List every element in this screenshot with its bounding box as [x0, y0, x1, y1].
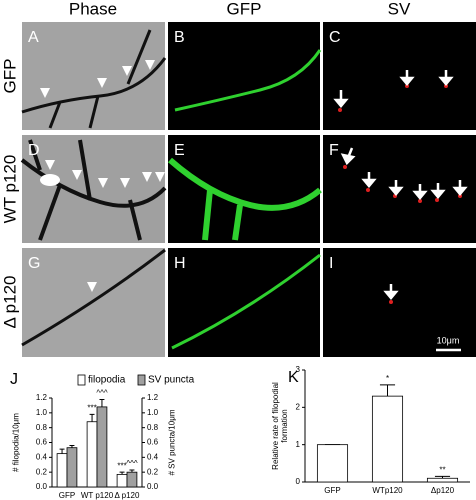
- y-tick-label: 0.6: [36, 438, 48, 447]
- bar: [116, 473, 128, 488]
- significance-label: *: [386, 374, 389, 383]
- y2-tick-label: 0.0: [147, 482, 159, 491]
- y2-tick-label: 0.8: [147, 423, 159, 432]
- y2-tick-label: 1.2: [147, 393, 159, 402]
- panel-letter: I: [329, 255, 333, 272]
- axis-label-text: # filopodia/10μm: [11, 413, 21, 472]
- y-tick-label: 1.2: [36, 393, 48, 402]
- bar: [86, 421, 98, 488]
- axis-label-text: Relative rate of filopodial formation: [271, 382, 289, 470]
- panel-letter: E: [174, 142, 185, 159]
- bar: [56, 453, 68, 488]
- error-bar: [59, 448, 65, 454]
- legend-label: SV puncta: [148, 375, 195, 386]
- legend-label: filopodia: [88, 375, 126, 386]
- y-tick-label: 0.4: [36, 452, 48, 461]
- significance-label: ***: [117, 461, 126, 470]
- y2-tick-label: 0.6: [147, 438, 159, 447]
- y-tick-label: 0.0: [36, 482, 48, 491]
- axis-label: # SV puncta/10μm: [167, 409, 177, 476]
- y2-tick-label: 1.0: [147, 408, 159, 417]
- bar: [66, 447, 78, 488]
- panel-letter: A: [28, 29, 39, 46]
- bar: [96, 406, 108, 488]
- column-header: Phase: [69, 0, 117, 18]
- error-bar: [379, 384, 396, 397]
- column-header: SV: [388, 0, 411, 18]
- axis-label: # filopodia/10μm: [11, 413, 21, 472]
- y-tick-label: 0.2: [36, 467, 48, 476]
- y-tick-label: 1: [296, 440, 301, 449]
- error-bar: [89, 413, 95, 422]
- x-tick-label: Δp120: [431, 486, 455, 495]
- axis-label-text: # SV puncta/10μm: [167, 409, 177, 476]
- row-label: WT p120: [0, 155, 19, 224]
- legend-swatch: [77, 374, 86, 386]
- y2-tick-label: 0.4: [147, 452, 159, 461]
- significance-label: ^^^: [126, 459, 138, 468]
- bar: [371, 395, 404, 483]
- panel-letter: C: [329, 29, 341, 46]
- y-tick-label: 3: [296, 365, 301, 374]
- panel-letter: H: [174, 255, 186, 272]
- x-tick-label: GFP: [324, 486, 340, 495]
- sv-images: 10μm: [323, 22, 476, 357]
- column-header: GFP: [227, 0, 262, 18]
- x-tick-label: GFP: [59, 491, 75, 500]
- x-tick-label: WTp120: [372, 486, 403, 495]
- significance-label: ^^^: [96, 389, 108, 398]
- significance-label: **: [439, 466, 445, 475]
- panel-letter: D: [28, 142, 40, 159]
- significance-label: ***: [87, 403, 96, 412]
- bar: [316, 444, 349, 483]
- scale-bar-label: 10μm: [437, 335, 460, 345]
- y-tick-label: 0.8: [36, 423, 48, 432]
- row-label: GFP: [0, 59, 19, 94]
- panel-letter: J: [10, 371, 18, 388]
- y-tick-label: 2: [296, 402, 301, 411]
- legend-swatch: [137, 374, 146, 386]
- y-tick-label: 0: [296, 477, 301, 486]
- error-bar: [99, 398, 105, 407]
- x-tick-label: Δ p120: [115, 491, 140, 500]
- bar: [426, 477, 459, 483]
- panel-letter: F: [329, 142, 339, 159]
- panel-letter: B: [174, 29, 185, 46]
- y2-tick-label: 0.2: [147, 467, 159, 476]
- axis-label: Relative rate of filopodial formation: [271, 382, 289, 470]
- panel-letter: K: [288, 369, 299, 386]
- y-tick-label: 1.0: [36, 408, 48, 417]
- row-label: Δ p120: [0, 276, 19, 329]
- gfp-images: [168, 22, 322, 357]
- x-tick-label: WT p120: [81, 491, 114, 500]
- panel-letter: G: [28, 255, 40, 272]
- phase-images: [20, 22, 167, 357]
- bar: [126, 471, 138, 488]
